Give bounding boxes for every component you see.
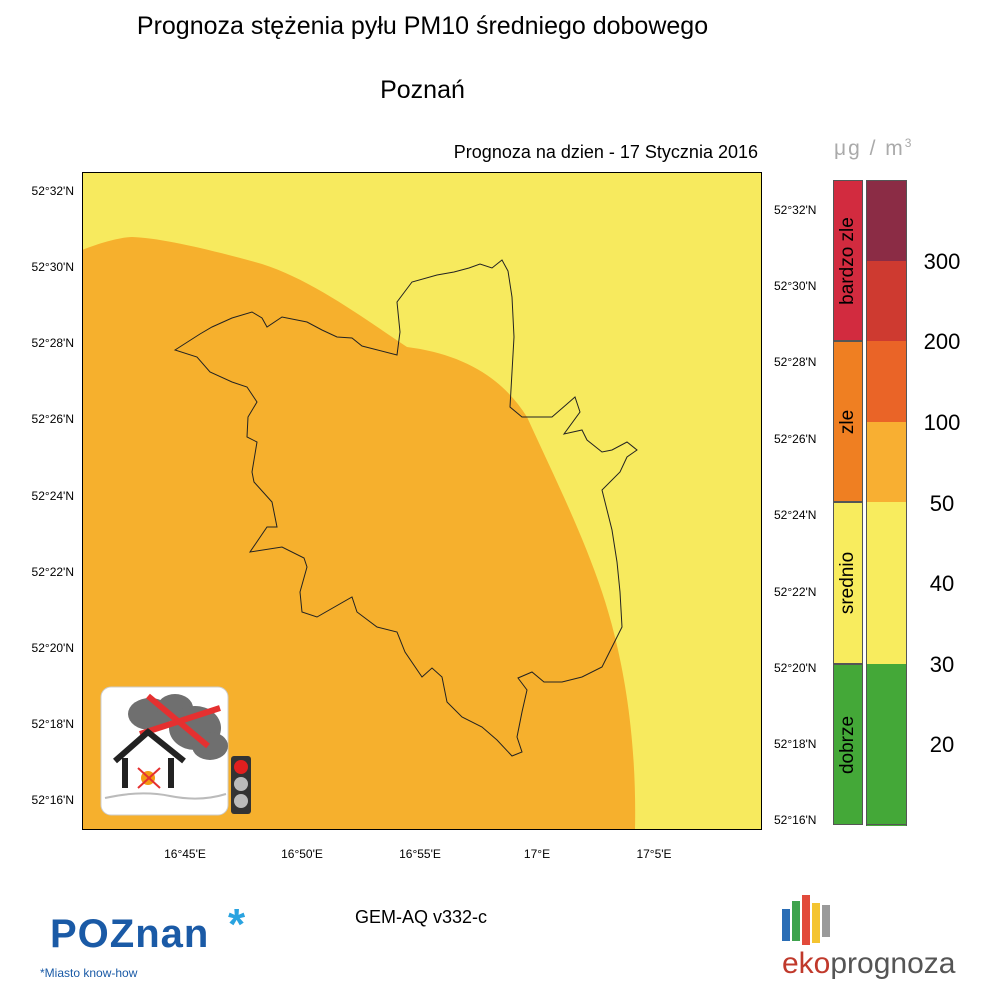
legend-value-label: 20 xyxy=(929,732,955,757)
latitude-label: 52°24'N xyxy=(774,508,817,522)
legend-scale-frame xyxy=(866,180,907,825)
page-title: Prognoza stężenia pyłu PM10 średniego do… xyxy=(136,12,709,40)
latitude-label: 52°30'N xyxy=(31,260,74,274)
latitude-label: 52°22'N xyxy=(774,585,817,599)
model-label: GEM-AQ v332-c xyxy=(355,907,488,927)
map-frame xyxy=(82,172,762,830)
legend-category-dobrze: dobrze xyxy=(833,664,863,825)
forecast-date: Prognoza na dzien - 17 Stycznia 2016 xyxy=(453,142,758,162)
latitude-label: 52°18'N xyxy=(774,737,817,751)
latitude-label: 52°26'N xyxy=(774,432,817,446)
legend-scale-band xyxy=(866,744,907,826)
traffic-light-icon xyxy=(231,756,251,814)
longitude-label: 16°55'E xyxy=(399,847,441,861)
latitude-label: 52°32'N xyxy=(31,184,74,198)
city-boundary xyxy=(173,259,638,757)
orange-zone xyxy=(82,237,636,830)
latitude-label: 52°24'N xyxy=(31,489,74,503)
latitude-label: 52°32'N xyxy=(774,203,817,217)
bars-logo-icon xyxy=(782,895,830,945)
legend-category-label: srednio xyxy=(837,551,858,615)
legend-scale-band xyxy=(866,180,907,262)
latitude-label: 52°22'N xyxy=(31,565,74,579)
legend-scale-band xyxy=(866,422,907,504)
legend-category-zle: zle xyxy=(833,341,863,502)
longitude-label: 16°50'E xyxy=(281,847,323,861)
legend-value-label: 40 xyxy=(929,571,955,596)
star-icon: * xyxy=(228,900,246,949)
longitude-label: 17°5'E xyxy=(636,847,672,861)
legend-category-bardzo-zle: bardzo zle xyxy=(833,180,863,341)
legend-scale-band xyxy=(866,261,907,343)
units-label: μg / m3 xyxy=(834,136,914,160)
legend-value-label: 100 xyxy=(923,410,961,435)
latitude-label: 52°16'N xyxy=(774,813,817,827)
poznan-logo: POZnan * *Miasto know-how xyxy=(40,900,246,980)
latitude-label: 52°20'N xyxy=(31,641,74,655)
legend-category-srednio: srednio xyxy=(833,502,863,664)
latitude-label: 52°20'N xyxy=(774,661,817,675)
latitude-label: 52°16'N xyxy=(31,793,74,807)
page-subtitle: Poznań xyxy=(380,76,465,104)
legend-category-label: zle xyxy=(837,409,858,434)
ekoprognoza-logo: ekoprognoza xyxy=(782,895,962,985)
legend-category-label: dobrze xyxy=(837,715,858,774)
latitude-label: 52°28'N xyxy=(31,336,74,350)
legend-value-label: 50 xyxy=(929,491,955,516)
no-burning-smoke-icon xyxy=(100,686,251,816)
latitude-label: 52°30'N xyxy=(774,279,817,293)
latitude-label: 52°28'N xyxy=(774,355,817,369)
legend-value-label: 30 xyxy=(929,652,955,677)
legend-category-label: bardzo zle xyxy=(837,216,858,305)
longitude-label: 16°45'E xyxy=(164,847,206,861)
legend-value-label: 300 xyxy=(923,249,961,274)
latitude-label: 52°18'N xyxy=(31,717,74,731)
longitude-label: 17°E xyxy=(523,847,551,861)
legend-value-label: 200 xyxy=(923,329,961,354)
latitude-label: 52°26'N xyxy=(31,412,74,426)
